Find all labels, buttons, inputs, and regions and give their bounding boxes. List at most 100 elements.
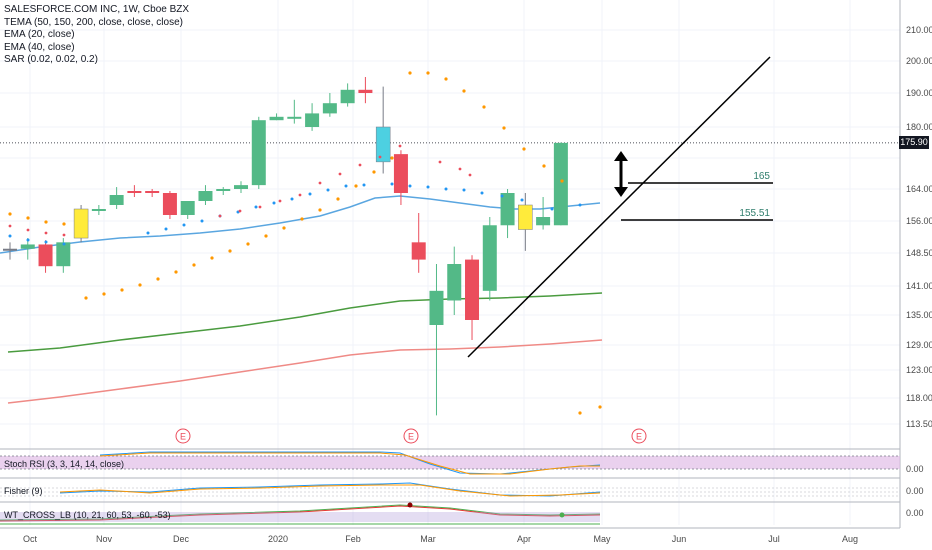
- candle-body: [198, 191, 213, 201]
- sar-dot-low: [62, 242, 66, 246]
- sar-dot-high: [218, 214, 222, 218]
- sar-dot: [210, 256, 214, 260]
- candle-body: [56, 242, 71, 267]
- sar-dot-low: [146, 231, 150, 235]
- candle-body: [465, 259, 480, 320]
- candle-body: [482, 225, 497, 291]
- sar-dot-high: [358, 163, 362, 167]
- sar-dot: [354, 184, 358, 188]
- sar-dot-low: [254, 205, 258, 209]
- stoch-rsi-label[interactable]: Stoch RSI (3, 3, 14, 14, close): [4, 459, 125, 469]
- last-price-badge: 175.90: [899, 136, 929, 150]
- price-tick-label: 200.00: [906, 56, 932, 66]
- candle-body: [38, 244, 53, 267]
- sar-dot: [318, 208, 322, 212]
- pane-tick-label: 0.00: [906, 486, 924, 496]
- price-tick-label: 180.00: [906, 122, 932, 132]
- pane-tick-label: 0.00: [906, 508, 924, 518]
- sar-dot-low: [480, 191, 484, 195]
- sar-dot-high: [8, 224, 12, 228]
- chart-legend: SALESFORCE.COM INC, 1W, Cboe BZX TEMA (5…: [4, 4, 189, 67]
- level-label: 165: [753, 171, 770, 182]
- tema-red-line: [7, 339, 603, 404]
- sar-dot-high: [44, 231, 48, 235]
- sar-dot-low: [362, 183, 366, 187]
- sar-dot: [120, 288, 124, 292]
- range-arrow-head-down: [614, 187, 628, 197]
- candle-body: [127, 191, 142, 193]
- sar-dot-low: [390, 182, 394, 186]
- candle-body: [287, 116, 302, 119]
- candle-body: [91, 209, 106, 211]
- time-axis[interactable]: Oct Nov Dec 2020 Feb Mar Apr May Jun Jul Aug: [23, 534, 858, 544]
- sar-dot: [264, 234, 268, 238]
- sar-dot: [44, 220, 48, 224]
- user-drawings[interactable]: 165 155.51 E E E: [175, 56, 773, 444]
- sar-dot: [482, 105, 486, 109]
- price-tick-label: 210.00: [906, 25, 932, 35]
- legend-ema-20[interactable]: EMA (20, close): [4, 29, 75, 40]
- candle-body: [536, 217, 551, 226]
- sar-dot: [282, 226, 286, 230]
- sar-dot: [156, 277, 160, 281]
- price-tick-label: 141.00: [906, 281, 932, 291]
- sar-dot-low: [326, 188, 330, 192]
- sar-dot-high: [238, 209, 242, 213]
- sar-dot-high: [468, 173, 472, 177]
- candle-body: [340, 89, 355, 104]
- sar-dot: [26, 216, 30, 220]
- sar-dot-high: [398, 144, 402, 148]
- sar-dot-high: [378, 155, 382, 159]
- sar-dot-low: [578, 203, 582, 207]
- symbol-title[interactable]: SALESFORCE.COM INC, 1W, Cboe BZX: [4, 4, 190, 15]
- sar-dot: [522, 147, 526, 151]
- time-tick-label: Nov: [96, 534, 113, 544]
- sar-dot-high: [62, 233, 66, 237]
- indicator-panes: [0, 448, 900, 525]
- wt-cross-dot: [559, 512, 565, 518]
- sar-dot-low: [8, 234, 12, 238]
- sar-dot: [228, 249, 232, 253]
- wt-area: [0, 512, 600, 522]
- sar-dot-low: [182, 223, 186, 227]
- time-tick-label: Aug: [842, 534, 858, 544]
- sar-dot: [542, 164, 546, 168]
- candle-body: [73, 208, 89, 239]
- sar-dot: [84, 296, 88, 300]
- earnings-marker-label: E: [636, 432, 642, 442]
- earnings-marker: [175, 428, 191, 444]
- legend-ema-40[interactable]: EMA (40, close): [4, 41, 75, 53]
- sar-dot-high: [278, 199, 282, 203]
- earnings-marker-label: E: [180, 432, 186, 442]
- time-tick-label: Jul: [768, 534, 780, 544]
- sar-dot: [336, 197, 340, 201]
- legend-sar[interactable]: SAR (0.02, 0.02, 0.2): [4, 54, 98, 65]
- sar-dot-low: [26, 238, 30, 242]
- trendline: [467, 56, 771, 358]
- legend-tema[interactable]: TEMA (50, 150, 200, close, close, close): [4, 16, 183, 28]
- sar-dot: [138, 283, 142, 287]
- candlestick-series: [3, 77, 568, 416]
- sar-dot-high: [318, 181, 322, 185]
- moving-average-lines: [0, 195, 603, 404]
- sar-dot: [372, 170, 376, 174]
- sar-dot-low: [500, 194, 504, 198]
- sar-dot: [102, 292, 106, 296]
- sar-dot: [426, 71, 430, 75]
- price-tick-label: 190.00: [906, 88, 932, 98]
- sar-dot: [462, 89, 466, 93]
- sar-dot-high: [298, 193, 302, 197]
- candle-body: [20, 244, 35, 249]
- sar-dot: [192, 263, 196, 267]
- stoch-d-line: [99, 452, 600, 475]
- sar-dot: [62, 222, 66, 226]
- price-axis[interactable]: 210.00 200.00 190.00 180.00 164.00 156.00 148.…: [906, 25, 932, 518]
- earnings-marker-label: E: [408, 432, 414, 442]
- fisher-trigger-line: [59, 484, 601, 497]
- wt-cross-label[interactable]: WT_CROSS_LB (10, 21, 60, 53, -60, -53): [4, 510, 171, 520]
- fisher-label[interactable]: Fisher (9): [4, 486, 43, 496]
- candle-body: [145, 191, 160, 193]
- candle-body: [251, 120, 266, 186]
- sar-dot-low: [272, 201, 276, 205]
